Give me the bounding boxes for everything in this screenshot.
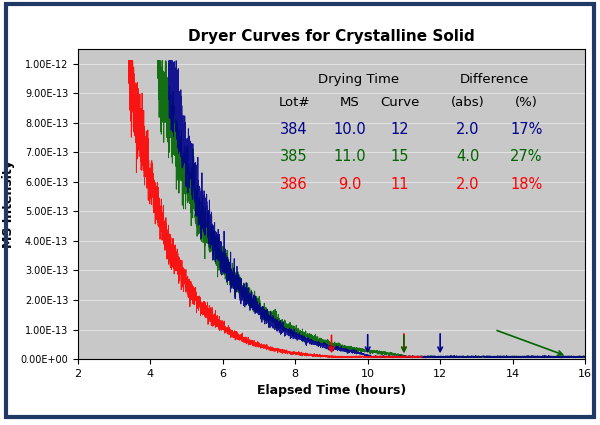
Text: 386: 386 <box>280 177 308 192</box>
Text: (abs): (abs) <box>451 96 485 109</box>
Text: (%): (%) <box>515 96 538 109</box>
Text: 11: 11 <box>391 177 409 192</box>
Text: 2.0: 2.0 <box>456 177 479 192</box>
Text: 11.0: 11.0 <box>334 149 367 164</box>
Text: 385: 385 <box>280 149 308 164</box>
Text: Figure 1: Comparison of on-line and predicted drying times: Figure 1: Comparison of on-line and pred… <box>15 392 365 405</box>
Text: 15: 15 <box>391 149 409 164</box>
Text: 4.0: 4.0 <box>456 149 479 164</box>
Text: 9.0: 9.0 <box>338 177 362 192</box>
Text: 17%: 17% <box>511 122 542 137</box>
X-axis label: Elapsed Time (hours): Elapsed Time (hours) <box>257 384 406 397</box>
Text: 27%: 27% <box>510 149 543 164</box>
Text: 12: 12 <box>391 122 409 137</box>
Text: Lot#: Lot# <box>278 96 310 109</box>
Text: 10.0: 10.0 <box>334 122 367 137</box>
Title: Dryer Curves for Crystalline Solid: Dryer Curves for Crystalline Solid <box>188 28 475 43</box>
Text: 2.0: 2.0 <box>456 122 479 137</box>
Text: Curve: Curve <box>380 96 420 109</box>
Text: Difference: Difference <box>460 73 529 85</box>
Y-axis label: MS Intensity: MS Intensity <box>2 160 15 248</box>
Text: MS: MS <box>340 96 360 109</box>
Text: 384: 384 <box>280 122 308 137</box>
Text: 18%: 18% <box>511 177 542 192</box>
Text: Drying Time: Drying Time <box>319 73 400 85</box>
